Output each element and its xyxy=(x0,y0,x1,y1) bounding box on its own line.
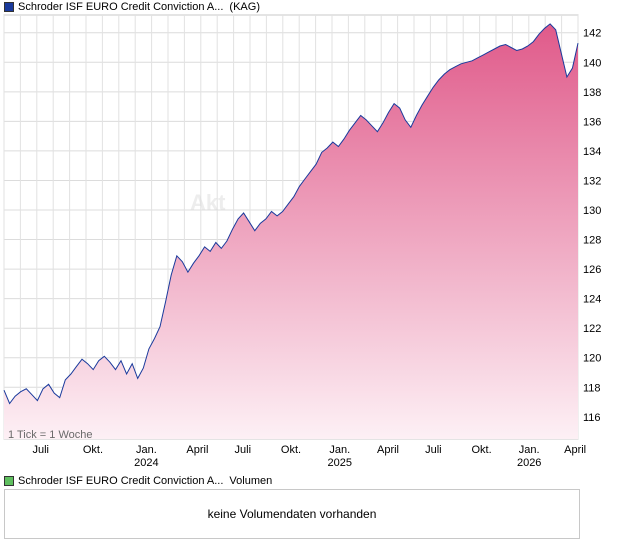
x-tick-label: April xyxy=(377,444,399,456)
y-tick-label: 116 xyxy=(583,412,601,424)
y-tick-label: 132 xyxy=(583,175,601,187)
volume-legend-name: Schroder ISF EURO Credit Conviction A... xyxy=(18,475,224,487)
volume-legend-tag: Volumen xyxy=(229,475,273,487)
price-legend: Schroder ISF EURO Credit Conviction A...… xyxy=(4,0,260,14)
x-tick-label: April xyxy=(564,444,586,456)
y-axis-labels: 116 118 120 122 124 126 128 130 132 134 136 138 140 1… xyxy=(583,28,601,424)
price-legend-swatch xyxy=(4,2,14,12)
y-tick-label: 138 xyxy=(583,87,601,99)
x-tick-label: Okt. xyxy=(471,444,491,456)
x-tick-label: Juli xyxy=(425,444,442,456)
y-tick-label: 124 xyxy=(583,294,601,306)
y-tick-label: 140 xyxy=(583,57,601,69)
price-legend-tag: (KAG) xyxy=(229,1,260,13)
y-tick-label: 130 xyxy=(583,205,601,217)
x-tick-label: Jan. xyxy=(136,444,157,456)
tick-note: 1 Tick = 1 Woche xyxy=(8,429,92,441)
y-tick-label: 122 xyxy=(583,323,601,335)
x-tick-label: Jan. xyxy=(329,444,350,456)
x-tick-label: Okt. xyxy=(83,444,103,456)
y-tick-label: 118 xyxy=(583,382,601,394)
y-tick-label: 142 xyxy=(583,28,601,40)
watermark: Akt xyxy=(190,190,226,215)
volume-message: keine Volumendaten vorhanden xyxy=(207,507,377,521)
y-tick-label: 126 xyxy=(583,264,601,276)
x-tick-label: Jan. xyxy=(519,444,540,456)
x-tick-label: Juli xyxy=(32,444,49,456)
x-tick-label: April xyxy=(186,444,208,456)
price-chart: Akt 116 118 120 122 124 126 128 130 132 134 136 138… xyxy=(3,14,601,469)
y-tick-label: 136 xyxy=(583,116,601,128)
price-line xyxy=(3,23,579,405)
price-area-fill xyxy=(4,23,578,440)
x-tick-label: Okt. xyxy=(281,444,301,456)
x-tick-year-label: 2024 xyxy=(134,457,158,469)
price-legend-name: Schroder ISF EURO Credit Conviction A... xyxy=(18,1,224,13)
x-tick-year-label: 2026 xyxy=(517,457,541,469)
volume-panel: keine Volumendaten vorhanden xyxy=(4,489,580,539)
y-tick-label: 120 xyxy=(583,353,601,365)
x-tick-year-label: 2025 xyxy=(328,457,352,469)
x-tick-label: Juli xyxy=(235,444,252,456)
volume-legend: Schroder ISF EURO Credit Conviction A...… xyxy=(4,474,272,488)
y-tick-label: 134 xyxy=(583,146,601,158)
y-tick-label: 128 xyxy=(583,235,601,247)
volume-legend-swatch xyxy=(4,476,14,486)
